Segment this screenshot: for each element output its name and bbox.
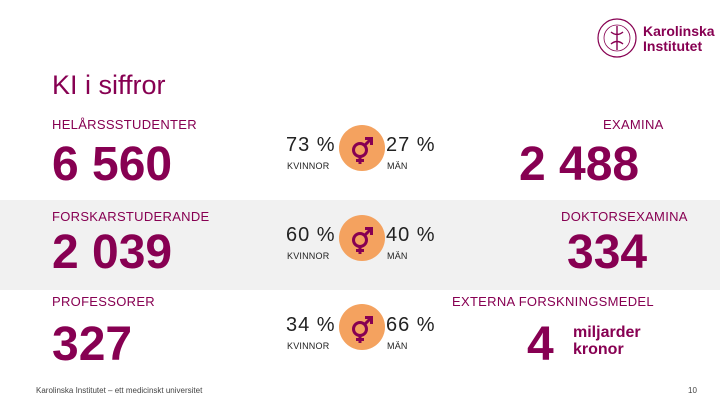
degrees-label: EXAMINA xyxy=(603,117,664,132)
funding-unit: miljarder kronor xyxy=(573,324,641,358)
phd-men-pct: 40 % xyxy=(386,224,436,246)
professors-men-pct: 66 % xyxy=(386,314,436,336)
funding-unit-line2: kronor xyxy=(573,341,624,358)
gender-symbol-icon xyxy=(352,316,373,343)
degrees-value: 2 488 xyxy=(519,138,640,191)
ki-seal-icon xyxy=(597,18,637,58)
funding-label: EXTERNA FORSKNINGSMEDEL xyxy=(452,294,654,309)
doctoral-degrees-label: DOKTORSEXAMINA xyxy=(561,209,688,224)
gender-circle xyxy=(339,304,385,350)
funding-unit-line1: miljarder xyxy=(573,324,641,341)
phd-women-pct: 60 % xyxy=(286,224,336,246)
doctoral-degrees-value: 334 xyxy=(567,226,648,279)
professors-women-pct: 34 % xyxy=(286,314,336,336)
phd-women-label: KVINNOR xyxy=(287,251,330,261)
page-title: KI i siffror xyxy=(52,70,166,100)
students-women-pct: 73 % xyxy=(286,134,336,156)
professors-women-label: KVINNOR xyxy=(287,341,330,351)
professors-men-label: MÄN xyxy=(387,341,408,351)
students-value: 6 560 xyxy=(52,138,173,191)
page-number: 10 xyxy=(688,386,697,395)
logo: Karolinska Institutet xyxy=(596,13,715,63)
logo-line1: Karolinska xyxy=(643,23,715,39)
gender-circle xyxy=(339,215,385,261)
gender-symbol-icon xyxy=(352,137,373,164)
students-women-label: KVINNOR xyxy=(287,161,330,171)
gender-symbol-icon xyxy=(352,227,373,254)
phd-value: 2 039 xyxy=(52,226,173,279)
phd-label: FORSKARSTUDERANDE xyxy=(52,209,210,224)
students-men-pct: 27 % xyxy=(386,134,436,156)
phd-men-label: MÄN xyxy=(387,251,408,261)
professors-value: 327 xyxy=(52,318,133,371)
funding-value: 4 xyxy=(527,318,554,371)
students-label: HELÅRSSSTUDENTER xyxy=(52,117,197,132)
footer-text: Karolinska Institutet – ett medicinskt u… xyxy=(36,386,203,395)
logo-line2: Institutet xyxy=(643,38,703,54)
gender-circle xyxy=(339,125,385,171)
professors-label: PROFESSORER xyxy=(52,294,155,309)
students-men-label: MÄN xyxy=(387,161,408,171)
